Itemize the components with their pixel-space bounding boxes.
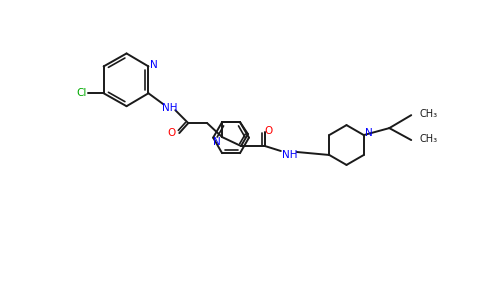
Text: O: O — [265, 126, 273, 136]
Text: CH₃: CH₃ — [419, 134, 438, 144]
Text: CH₃: CH₃ — [419, 109, 438, 119]
Text: Cl: Cl — [76, 88, 87, 98]
Text: NH: NH — [162, 103, 177, 113]
Text: N: N — [150, 60, 157, 70]
Text: O: O — [167, 128, 176, 138]
Text: N: N — [213, 137, 221, 147]
Text: NH: NH — [282, 150, 298, 160]
Text: N: N — [365, 128, 373, 138]
